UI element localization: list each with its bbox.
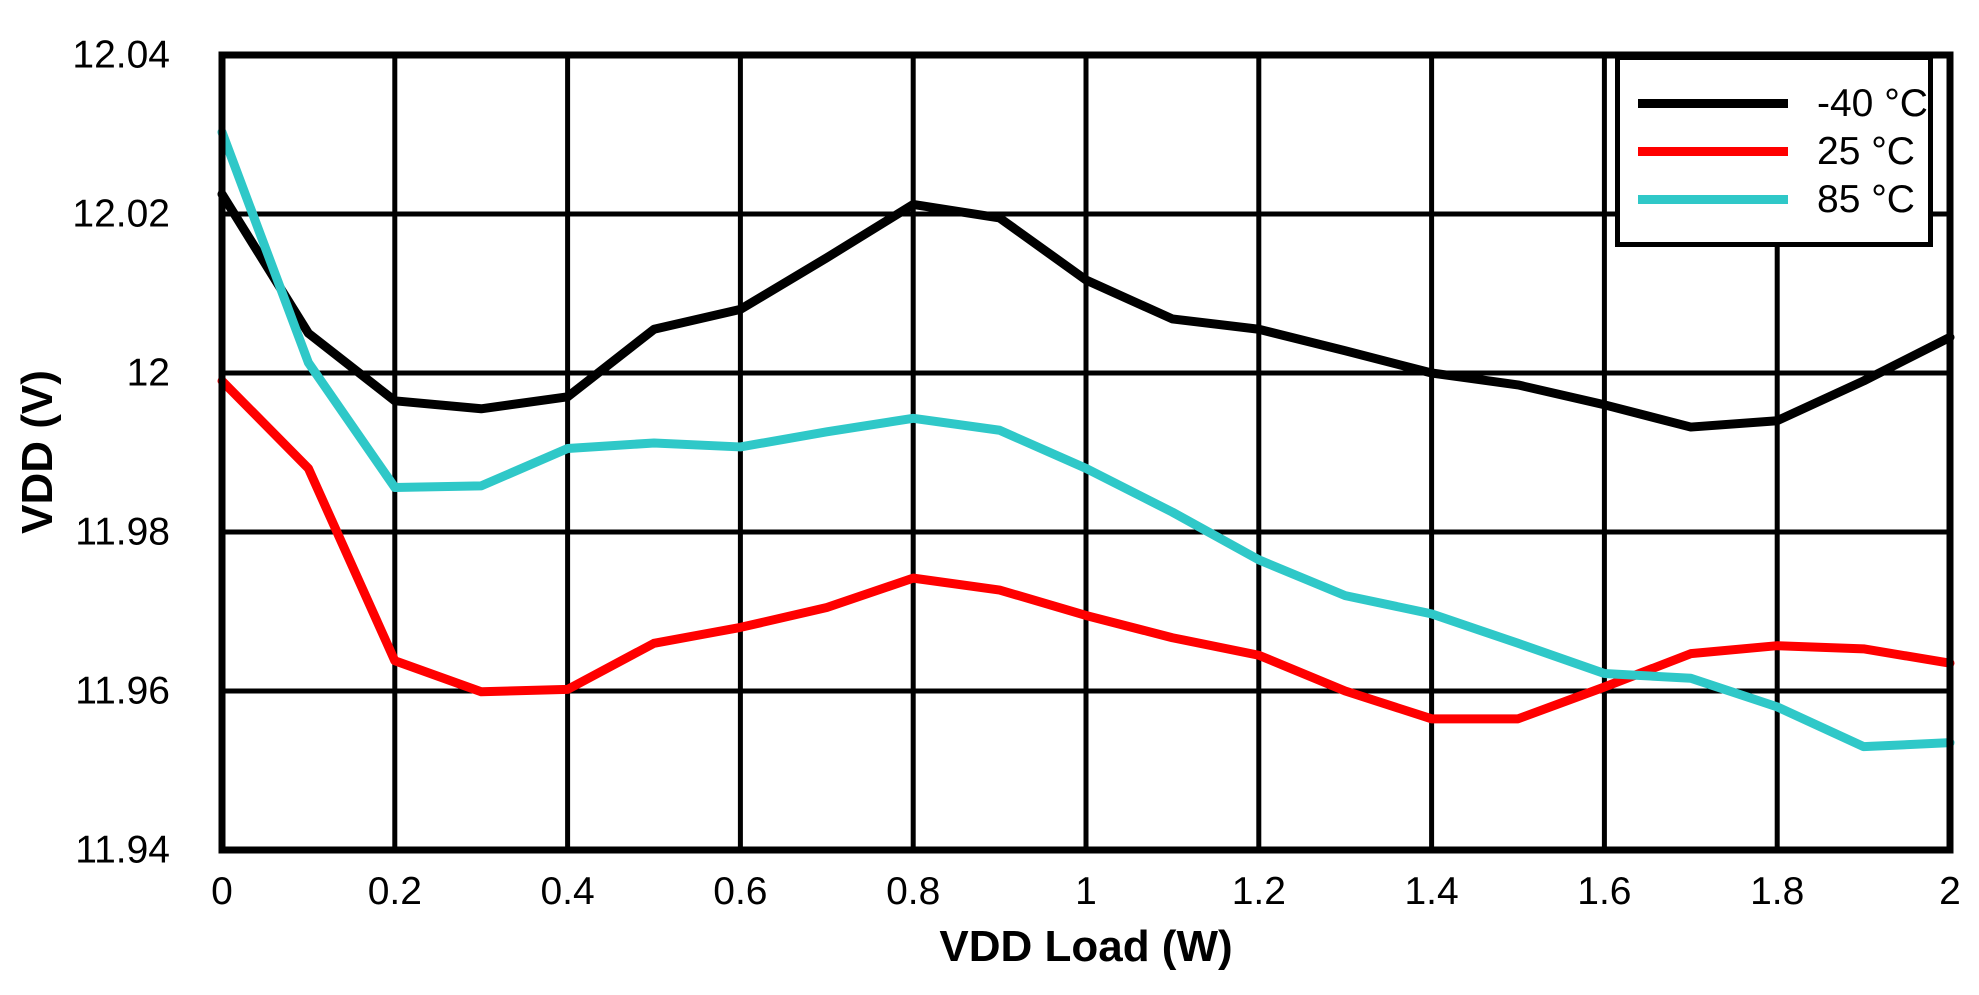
x-tick-label: 0.8 — [886, 870, 941, 913]
y-tick-label: 11.98 — [75, 510, 170, 554]
legend-line-sample-25c — [1638, 146, 1788, 156]
y-tick-label: 11.94 — [75, 828, 170, 872]
x-tick-label: 1.2 — [1231, 870, 1286, 913]
x-tick-label: 0.2 — [367, 870, 422, 913]
x-tick-label: 1.6 — [1577, 870, 1632, 913]
x-tick-label: 2 — [1939, 870, 1961, 913]
y-tick-label: 12 — [126, 351, 170, 395]
legend-item-minus-40c: -40 °C — [1638, 79, 1928, 127]
x-tick-label: 0.4 — [540, 870, 595, 913]
x-tick-label: 1.4 — [1404, 870, 1459, 913]
y-axis-title: VDD (V) — [13, 370, 62, 534]
x-tick-label: 0 — [211, 870, 233, 913]
x-tick-label: 1.8 — [1750, 870, 1805, 913]
legend-item-25c: 25 °C — [1638, 127, 1928, 175]
series-line-2 — [217, 127, 1955, 752]
legend-line-sample-minus-40c — [1638, 98, 1788, 108]
series-line-0 — [217, 189, 1955, 432]
x-axis-title: VDD Load (W) — [939, 922, 1233, 971]
series-line-1 — [217, 376, 1955, 724]
legend-item-85c: 85 °C — [1638, 175, 1928, 223]
y-tick-label: 11.96 — [75, 669, 170, 713]
x-tick-label: 1 — [1075, 870, 1097, 913]
y-tick-label: 12.02 — [72, 192, 170, 236]
plot-border — [218, 51, 1954, 854]
legend-label-minus-40c: -40 °C — [1817, 81, 1928, 125]
x-tick-label: 0.6 — [713, 870, 768, 913]
legend: -40 °C 25 °C 85 °C — [1615, 55, 1933, 247]
y-tick-label: 12.04 — [72, 33, 170, 77]
legend-label-25c: 25 °C — [1817, 129, 1915, 173]
legend-line-sample-85c — [1638, 194, 1788, 204]
legend-label-85c: 85 °C — [1817, 177, 1915, 221]
